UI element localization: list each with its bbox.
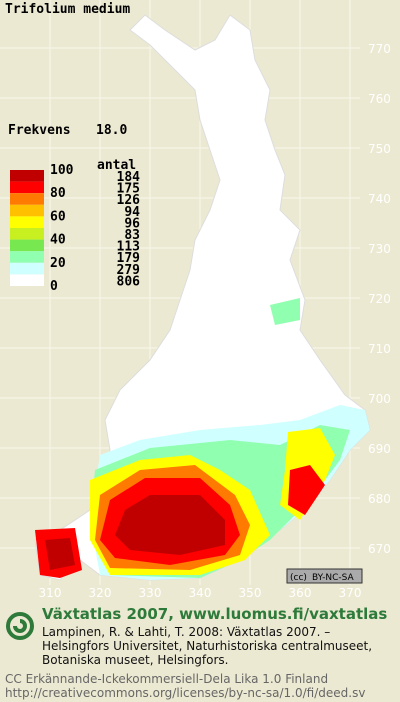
- logo: [6, 612, 34, 640]
- legend-level: 40: [50, 233, 66, 248]
- northing-label: 710: [368, 342, 391, 356]
- legend-level: 20: [50, 256, 66, 271]
- svg-text:(cc): (cc): [290, 573, 307, 583]
- easting-label: 350: [239, 586, 262, 600]
- northing-label: 740: [368, 192, 391, 206]
- citation-line: Lampinen, R. & Lahti, T. 2008: Växtatlas…: [42, 625, 330, 639]
- legend-header: antal: [97, 158, 136, 173]
- frequency-label: Frekvens: [8, 123, 71, 138]
- legend-swatch: [10, 262, 44, 275]
- legend-swatch: [10, 216, 44, 228]
- license-badge: (cc) BY-NC-SA: [286, 568, 363, 584]
- footer-heading: Växtatlas 2007, www.luomus.fi/vaxtatlas: [42, 605, 387, 623]
- legend-count: 113: [117, 240, 140, 255]
- easting-label: 340: [189, 586, 212, 600]
- distribution: [35, 298, 370, 580]
- northing-label: 700: [368, 392, 391, 406]
- license-line: CC Erkännande-Ickekommersiell-Dela Lika …: [5, 672, 328, 686]
- northing-label: 690: [368, 442, 391, 456]
- legend-count: 83: [124, 228, 140, 243]
- easting-label: 310: [39, 586, 62, 600]
- easting-label: 320: [89, 586, 112, 600]
- legend-level: 100: [50, 163, 74, 178]
- legend-count: 126: [117, 193, 141, 208]
- northing-label: 730: [368, 242, 391, 256]
- easting-label: 370: [339, 586, 362, 600]
- legend-swatch: [10, 251, 44, 263]
- legend-level: 60: [50, 209, 66, 224]
- legend-swatch: [10, 193, 44, 205]
- easting-label: 330: [139, 586, 162, 600]
- cell-area: [115, 495, 225, 555]
- legend-count: 179: [117, 251, 140, 266]
- northing-label: 680: [368, 492, 391, 506]
- citation-line: Helsingfors Universitet, Naturhistoriska…: [42, 639, 372, 653]
- legend-swatch: [10, 239, 44, 252]
- badge-text: BY-NC-SA: [312, 573, 355, 583]
- frequency-value: 18.0: [96, 123, 127, 138]
- legend-swatch: [10, 181, 44, 194]
- cell-area: [288, 465, 325, 515]
- legend-count: 96: [124, 216, 140, 231]
- license-line: http://creativecommons.org/licenses/by-n…: [5, 686, 365, 700]
- legend-count: 184: [117, 170, 141, 185]
- legend-swatch: [10, 274, 44, 286]
- legend-swatch: [10, 204, 44, 217]
- northing-label: 770: [368, 42, 391, 56]
- legend-swatch: [10, 228, 44, 240]
- legend-level: 0: [50, 279, 58, 294]
- cell-area: [270, 298, 300, 325]
- cell-area: [45, 538, 75, 570]
- legend-count: 94: [124, 205, 140, 220]
- northing-label: 670: [368, 542, 391, 556]
- species-title: Trifolium medium: [5, 2, 130, 17]
- legend-count: 279: [117, 263, 140, 278]
- citation-line: Botaniska museet, Helsingfors.: [42, 653, 229, 667]
- northing-label: 750: [368, 142, 391, 156]
- northing-label: 720: [368, 292, 391, 306]
- easting-label: 360: [289, 586, 312, 600]
- legend-swatch: [10, 170, 44, 182]
- northing-label: 760: [368, 92, 391, 106]
- legend-count: 175: [117, 182, 140, 197]
- legend-count: 806: [117, 274, 141, 289]
- legend-level: 80: [50, 186, 66, 201]
